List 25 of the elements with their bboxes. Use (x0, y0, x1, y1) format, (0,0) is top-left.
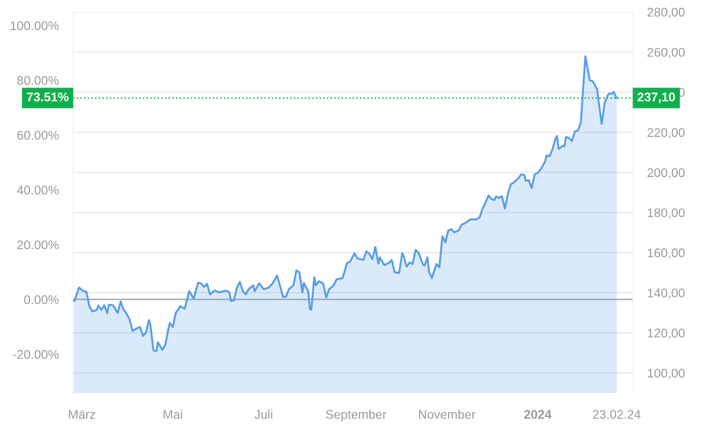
x-tick-label: 2024 (524, 410, 552, 419)
x-tick-label: 23.02.24 (592, 410, 641, 419)
y2-tick-label: 220,00 (648, 128, 685, 138)
x-tick-label: September (326, 410, 386, 422)
y-tick-label: 20.00% (17, 240, 59, 250)
y-tick-label: 40.00% (17, 186, 59, 194)
text: 73.51% (26, 92, 69, 102)
y2-tick-label: 180,00 (648, 208, 685, 219)
x-tick-label: März (69, 410, 96, 419)
y2-tick-label: 120,00 (648, 328, 685, 339)
x-tick-label: Mai (164, 410, 182, 419)
y-tick-label: 0.00% (24, 295, 59, 304)
y-tick-label: 80.00% (17, 76, 59, 85)
y-tick-label: 100.00% (10, 21, 59, 30)
y2-tick-label: 260,00 (648, 48, 685, 58)
x-tick-label: Juli (254, 410, 272, 419)
y2-tick-label: 140,00 (648, 288, 685, 299)
ref-line-label: 237,10 (638, 92, 675, 104)
y2-tick-label: 100,00 (648, 368, 685, 380)
x-tick-label: November (419, 410, 476, 419)
y-tick-label: -20.00% (13, 350, 59, 359)
y-tick-label: 60.00% (17, 130, 59, 140)
y2-tick-label: 280,00 (648, 8, 685, 18)
y2-tick-label: 160,00 (648, 248, 685, 259)
y2-tick-label: 200,00 (648, 168, 685, 179)
